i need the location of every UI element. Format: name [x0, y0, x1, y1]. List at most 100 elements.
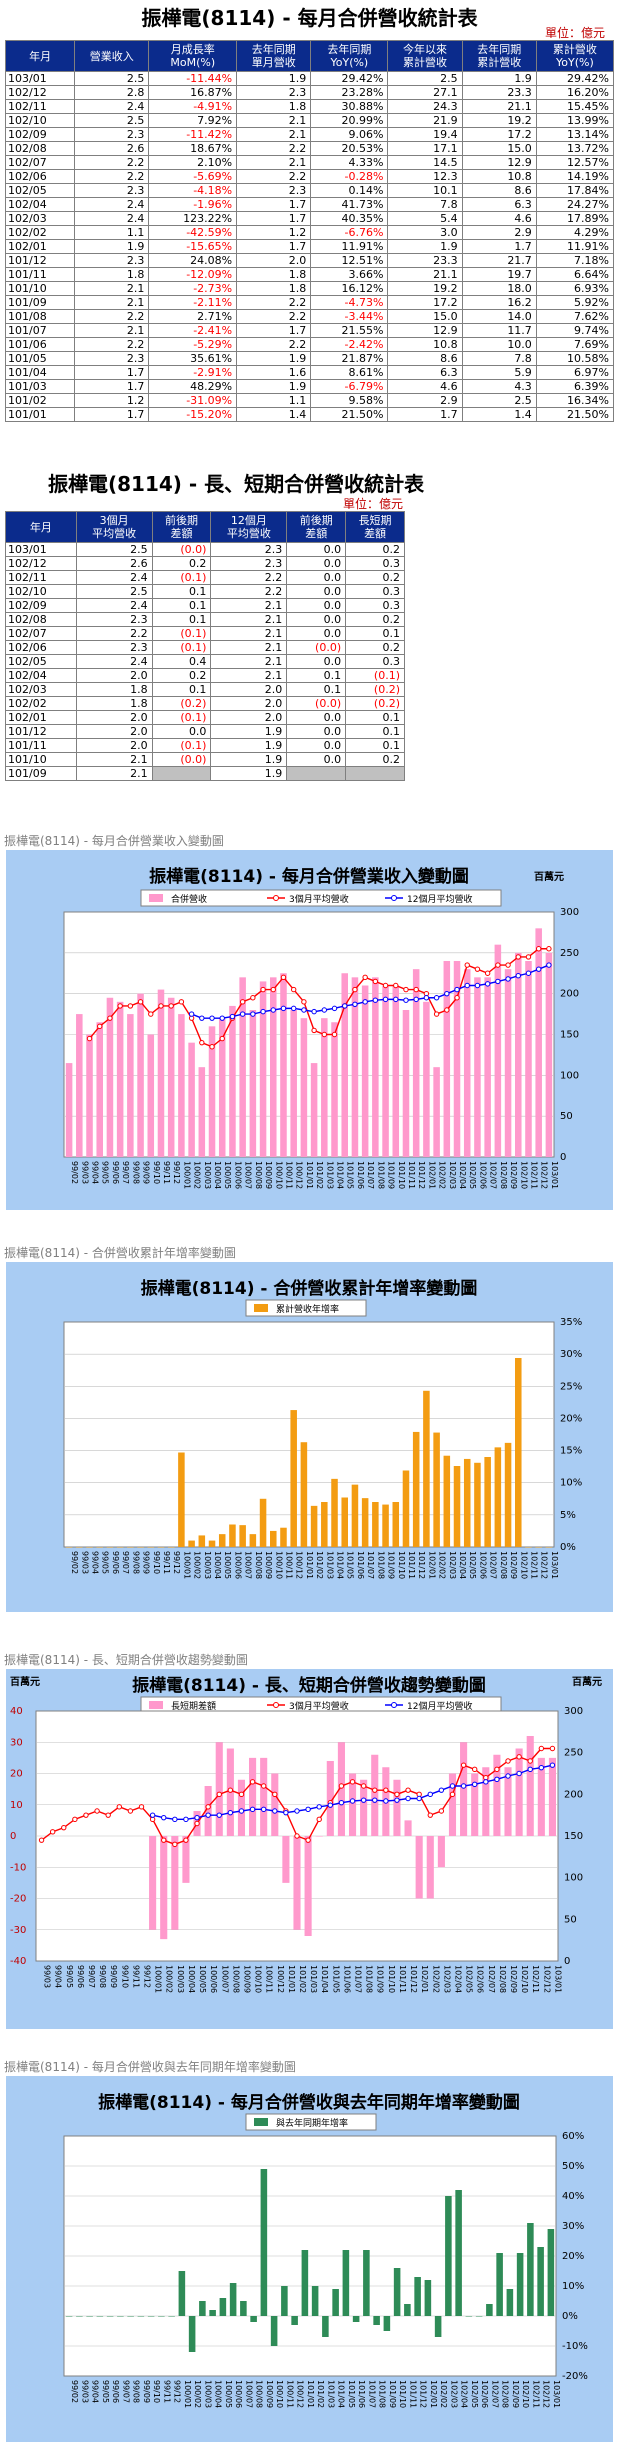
table-cell: 101/08 — [4, 309, 76, 324]
x-tick-label: 101/05 — [347, 2380, 356, 2408]
table-row: 102/10 2.5 0.1 2.2 0.0 0.3 — [5, 584, 405, 599]
unit-label-right: 百萬元 — [572, 1675, 602, 1688]
x-tick-label: 102/08 — [501, 2380, 510, 2408]
x-tick-label: 100/08 — [255, 2380, 264, 2408]
ma3-line-point — [505, 962, 511, 968]
ma12-line-point — [495, 978, 501, 985]
table-cell: 1.8 — [75, 696, 153, 711]
table-cell — [151, 766, 212, 781]
table-cell: 0.1 — [345, 710, 405, 725]
table-header: 營業收入 — [74, 40, 150, 72]
x-tick-label: 102/06 — [480, 2380, 489, 2408]
table-cell: 2.4 — [75, 654, 153, 669]
legend — [245, 1299, 367, 1317]
table-cell: 21.55% — [310, 323, 389, 338]
revenue-bar — [453, 961, 461, 1157]
x-tick-label: 102/01 — [429, 2380, 438, 2408]
cum-yoy-bar — [535, 1547, 542, 1548]
y-right-tick-label: 100 — [564, 1873, 583, 1884]
table-cell: 101/09 — [5, 766, 77, 781]
table-cell: 101/11 — [5, 738, 77, 753]
ma3-line-point — [405, 1787, 411, 1793]
ma3-line-point — [360, 1783, 367, 1789]
x-tick-label: 102/10 — [521, 2380, 530, 2408]
ma12-line-point — [372, 1797, 378, 1803]
table-cell: 48.29% — [148, 379, 238, 394]
x-tick-label: 100/10 — [254, 1965, 263, 1993]
y-left-tick-label: 10 — [10, 1800, 23, 1811]
ma12-line-point — [199, 1015, 205, 1021]
table-cell: -5.29% — [148, 337, 238, 352]
x-tick-label: 101/01 — [287, 1965, 296, 1993]
table-cell: -0.28% — [310, 169, 389, 184]
revenue-bar — [178, 1014, 185, 1157]
cum-yoy-bar — [259, 1498, 267, 1547]
table-cell: -2.11% — [148, 295, 238, 310]
x-tick-label: 99/04 — [91, 2380, 100, 2403]
table-cell: 2.1 — [74, 323, 150, 338]
table-cell: 0.0 — [286, 612, 347, 627]
table-cell: 102/12 — [4, 85, 76, 100]
ma12-line-point — [342, 1003, 348, 1009]
x-tick-label: 101/02 — [316, 2380, 325, 2408]
ma3-line-point — [178, 999, 185, 1005]
revenue-bar — [372, 977, 379, 1157]
table-cell: 23.28% — [310, 85, 389, 100]
yoy-bar — [434, 2316, 442, 2337]
cum-yoy-bar — [361, 1498, 369, 1547]
table-cell: 3.66% — [310, 267, 389, 282]
x-tick-label: 102/11 — [529, 1551, 538, 1579]
table-row: 102/04 2.0 0.2 2.1 0.1 (0.1) — [5, 668, 405, 683]
revenue-bar — [310, 1063, 318, 1157]
revenue-bar — [412, 969, 420, 1157]
table-row: 102/08 2.6 18.67% 2.2 20.53% 17.1 15.0 13.72% — [4, 141, 615, 156]
table-cell: 0.1 — [151, 612, 212, 627]
diff-bar — [471, 1773, 479, 1836]
yoy-bar — [342, 2250, 350, 2316]
ma3-line-point — [107, 1015, 113, 1021]
x-tick-label: 101/07 — [366, 1551, 375, 1579]
table-cell: 1.7 — [236, 211, 312, 226]
x-tick-label: 102/03 — [448, 1551, 457, 1579]
x-tick-label: 100/12 — [276, 1965, 285, 1993]
ma12-line-point — [427, 1791, 433, 1798]
ma3-line-point — [362, 974, 368, 981]
table-cell: -3.44% — [310, 309, 389, 324]
table1-title: 振樺電(8114) - 每月合併營收統計表 — [141, 6, 478, 30]
table-cell: 102/07 — [4, 155, 76, 170]
x-tick-label: 103/01 — [553, 1965, 562, 1993]
y-tick-label: -20% — [562, 2371, 588, 2382]
x-tick-label: 101/11 — [398, 1965, 407, 1993]
ma3-line-point — [127, 1003, 134, 1009]
y-left-tick-label: -20 — [10, 1894, 26, 1905]
ma3-line-point — [505, 1758, 511, 1764]
table-cell: 2.2 — [74, 337, 150, 352]
cum-yoy-bar — [474, 1462, 481, 1547]
ma3-line-point — [352, 986, 358, 993]
yoy-bar — [291, 2316, 298, 2325]
x-tick-label: 99/10 — [152, 1551, 161, 1574]
table-cell: 5.92% — [535, 295, 615, 310]
table-cell: 4.6 — [387, 379, 463, 394]
x-tick-label: 100/01 — [182, 1551, 191, 1579]
table-cell: 2.9 — [461, 225, 537, 240]
table-cell: 17.1 — [387, 141, 463, 156]
table-cell: 14.5 — [387, 155, 463, 170]
table-cell: 102/09 — [5, 598, 77, 613]
table-cell: 103/01 — [4, 71, 76, 86]
table-cell: 101/09 — [4, 295, 76, 310]
ma3-line-point — [311, 1027, 317, 1034]
cum-yoy-bar — [331, 1478, 338, 1547]
x-tick-label: 101/06 — [342, 1965, 351, 1993]
revenue-bar — [157, 989, 165, 1157]
x-tick-label: 101/01 — [305, 1551, 314, 1579]
ma12-line-point — [403, 997, 409, 1003]
cum-yoy-bar — [392, 1502, 400, 1547]
ma3-line-point — [61, 1824, 67, 1831]
x-tick-label: 101/02 — [315, 1551, 324, 1579]
table-cell — [345, 766, 405, 781]
yoy-bar — [199, 2301, 206, 2316]
x-tick-label: 102/05 — [470, 2380, 479, 2408]
x-tick-label: 99/10 — [152, 1161, 161, 1184]
ma12-line-point — [331, 1005, 338, 1012]
